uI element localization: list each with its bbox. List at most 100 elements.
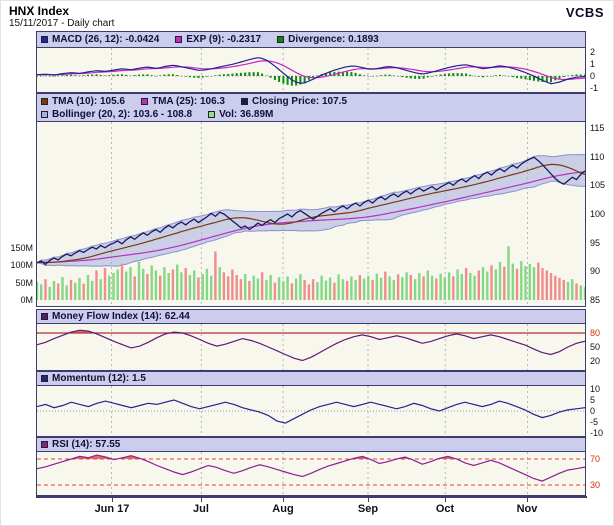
volume-bar (311, 279, 315, 300)
legend-swatch-icon (41, 97, 48, 105)
volume-bar (112, 273, 115, 300)
volume-bar (256, 278, 260, 300)
volume-bar (396, 274, 400, 300)
divergence-bar (575, 74, 578, 76)
legend-item: EXP (9): -0.2317 (175, 34, 261, 45)
divergence-bar (201, 76, 204, 78)
divergence-bar (541, 76, 544, 82)
rsi-panel: RSI (14): 57.55 (36, 437, 586, 496)
volume-bar (74, 282, 77, 300)
x-axis-line (36, 496, 587, 498)
divergence-bar (61, 75, 64, 76)
mfi-plot (37, 324, 585, 370)
divergence-bar (316, 75, 319, 76)
divergence-bar (303, 76, 306, 83)
divergence-bar (40, 75, 43, 77)
divergence-bar (295, 76, 298, 86)
divergence-bar (550, 76, 552, 83)
volume-bar (103, 268, 107, 300)
divergence-bar (371, 76, 374, 77)
volume-bar (464, 268, 468, 300)
legend-swatch-icon (240, 97, 248, 105)
volume-bar (324, 280, 328, 300)
volume-bar (571, 279, 574, 300)
volume-bar (252, 275, 255, 300)
volume-bar (583, 287, 585, 300)
volume-bar (388, 276, 391, 300)
divergence-bar (78, 75, 81, 77)
divergence-bar (528, 76, 531, 81)
volume-bar (180, 272, 183, 300)
divergence-bar (290, 76, 293, 86)
divergence-bar (473, 75, 476, 77)
divergence-bar (533, 76, 535, 81)
volume-bar (328, 277, 332, 300)
mfi-line (37, 329, 585, 362)
volume-bar (201, 274, 204, 300)
volume-bar (108, 275, 111, 300)
divergence-bar (154, 75, 157, 77)
divergence-bar (375, 75, 378, 77)
volume-bar (371, 279, 374, 300)
volume-bar (95, 270, 98, 300)
y-axis-label: 2 (590, 47, 596, 57)
volume-bar (566, 282, 570, 300)
volume-bar (286, 276, 289, 300)
volume-bar (447, 272, 451, 300)
volume-bar (290, 283, 294, 300)
legend-label: Divergence: 0.1893 (288, 34, 379, 45)
legend-item: TMA (10): 105.6 (41, 96, 125, 107)
volume-bar (354, 279, 357, 300)
y-axis-label: 20 (590, 356, 601, 366)
volume-bar (401, 277, 404, 300)
divergence-bar (341, 71, 344, 76)
volume-bar (167, 273, 170, 300)
volume-bar (137, 261, 141, 300)
volume-bar (367, 275, 370, 300)
y-axis-label: 50 (590, 342, 601, 352)
price-plot (37, 122, 585, 306)
legend-label: TMA (10): 105.6 (52, 95, 125, 107)
y-axis-label: -10 (590, 428, 604, 438)
volume-bar (171, 269, 175, 300)
divergence-bar (324, 73, 327, 76)
divergence-bar (388, 74, 391, 76)
volume-bar (150, 265, 153, 300)
volume-bar (418, 273, 421, 300)
volume-bar (294, 278, 298, 300)
bollinger-upper-line (37, 154, 585, 264)
volume-bar (345, 280, 349, 300)
y-axis-label: 70 (590, 454, 601, 464)
volume-bar (163, 267, 166, 300)
volume-bar (184, 268, 187, 300)
volume-bar (44, 279, 47, 300)
divergence-bar (138, 74, 140, 76)
legend-swatch-icon (41, 375, 48, 382)
volume-bar (473, 275, 476, 300)
divergence-bar (87, 74, 89, 76)
divergence-bar (350, 72, 353, 76)
volume-bar (205, 268, 209, 300)
volume-axis-label: 50M (15, 278, 33, 288)
macd-legend: MACD (26, 12): -0.0424 EXP (9): -0.2317 Di… (37, 32, 585, 48)
volume-bar (405, 272, 408, 300)
exp-signal-line (37, 60, 585, 81)
y-axis-label: 0 (590, 71, 596, 81)
divergence-bar (146, 74, 149, 76)
divergence-bar (482, 76, 484, 78)
y-axis-label: 30 (590, 480, 601, 490)
divergence-bar (418, 76, 421, 79)
volume-bar (362, 278, 366, 300)
volume-bar (57, 283, 60, 300)
volume-bar (40, 284, 43, 300)
volume-bar (86, 275, 90, 300)
divergence-bar (545, 76, 548, 83)
volume-bar (78, 277, 81, 300)
volume-axis-label: 150M (10, 243, 33, 253)
volume-bar (515, 268, 519, 300)
divergence-bar (261, 73, 264, 77)
volume-bar (303, 279, 306, 300)
volume-bar (541, 268, 544, 300)
divergence-bar (477, 76, 480, 77)
